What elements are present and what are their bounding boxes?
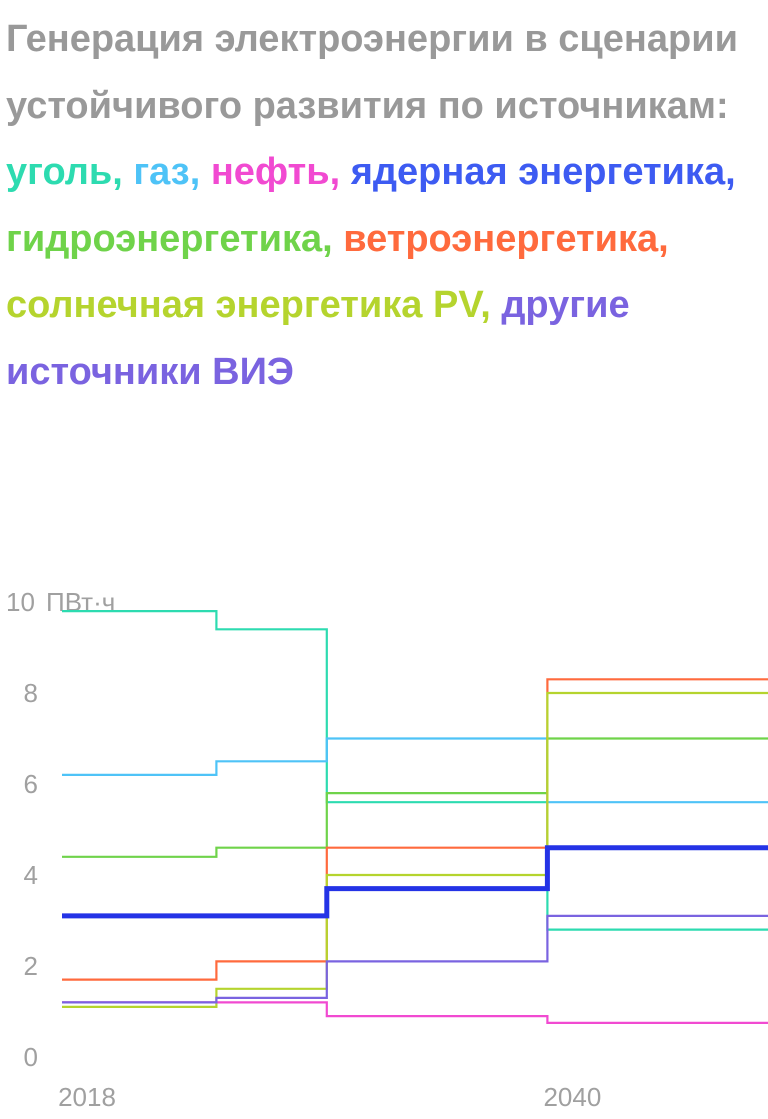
title-lead: Генерация электроэнергии в сценарии усто… bbox=[6, 18, 738, 127]
y-unit-label: ПВт·ч bbox=[46, 587, 115, 617]
legend-entry: уголь bbox=[6, 151, 113, 193]
y-tick-label: 2 bbox=[24, 951, 38, 981]
y-tick-label: 4 bbox=[24, 860, 38, 890]
legend-entry: другие источники ВИЭ bbox=[6, 284, 630, 393]
series-line bbox=[62, 737, 768, 858]
legend-separator: , bbox=[480, 284, 491, 326]
legend-separator: , bbox=[658, 217, 669, 260]
series-line bbox=[62, 691, 768, 1008]
chart-title: Генерация электроэнергии в сценарии усто… bbox=[6, 6, 766, 405]
step-line-chart: 0 2 4 6 8 10 ПВт·ч 2018 2040 bbox=[6, 587, 768, 1112]
y-tick-label: 8 bbox=[24, 678, 38, 708]
y-tick-label: 6 bbox=[24, 769, 38, 799]
legend-entry: ветроэнергетика bbox=[343, 217, 659, 260]
x-tick-label: 2040 bbox=[543, 1082, 601, 1112]
legend-entry: гидроэнергетика bbox=[6, 217, 323, 260]
legend-entry: газ bbox=[133, 151, 190, 193]
legend-separator: , bbox=[329, 151, 341, 193]
series-line bbox=[62, 914, 768, 1004]
legend-separator: , bbox=[322, 217, 333, 260]
series-line bbox=[62, 1001, 768, 1024]
y-tick-label: 0 bbox=[24, 1042, 38, 1072]
series-line bbox=[62, 678, 768, 981]
series-line bbox=[62, 845, 768, 919]
y-tick-label: 10 bbox=[6, 587, 35, 617]
legend-entry: нефть bbox=[210, 151, 330, 193]
legend-separator: , bbox=[725, 151, 736, 193]
legend-entry: ядерная энергетика bbox=[350, 151, 726, 193]
series-line bbox=[62, 610, 768, 931]
legend-entry: солнечная энергетика PV bbox=[6, 284, 481, 326]
legend-separator: , bbox=[189, 151, 201, 193]
legend-separator: , bbox=[112, 151, 123, 193]
x-tick-label: 2018 bbox=[58, 1082, 116, 1112]
